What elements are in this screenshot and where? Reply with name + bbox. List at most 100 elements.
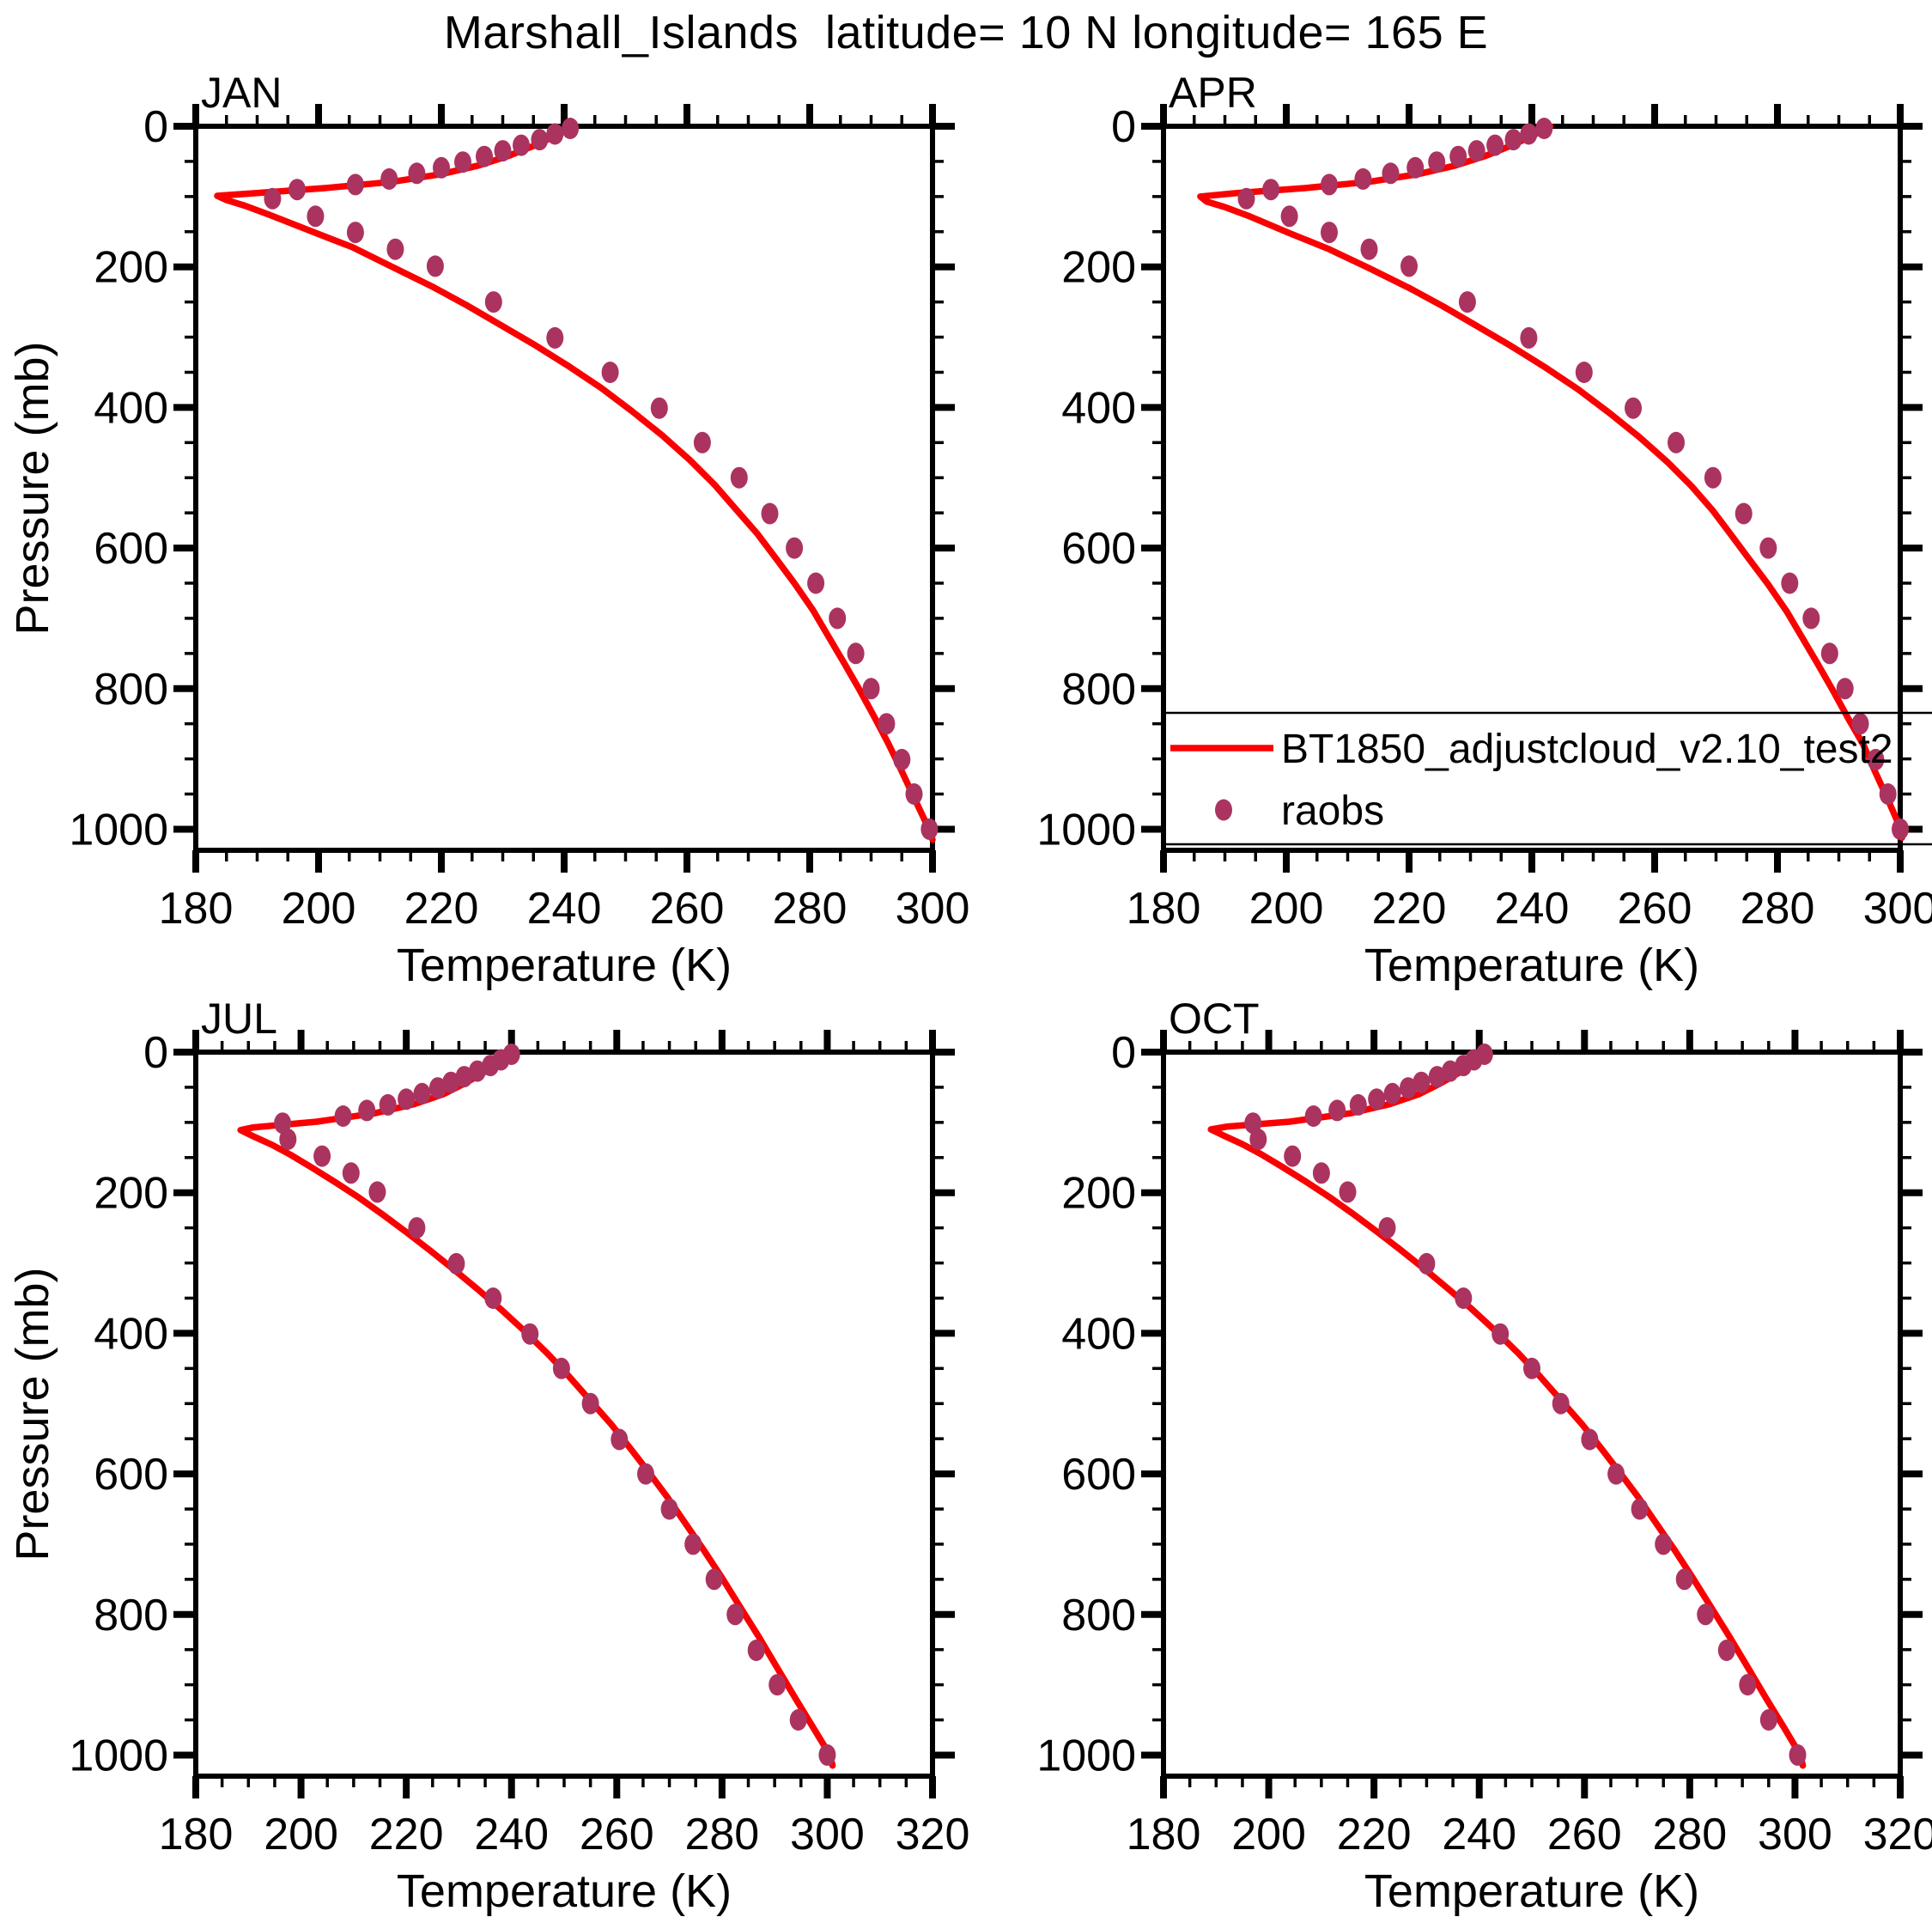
raobs-dot	[786, 537, 804, 559]
x-tick-label: 260	[1547, 1810, 1622, 1859]
raobs-dot	[358, 1099, 376, 1122]
y-tick-label: 800	[1061, 1591, 1136, 1640]
x-tick-label: 260	[1618, 884, 1692, 934]
raobs-dot	[1442, 1060, 1459, 1082]
raobs-dot	[476, 145, 493, 167]
raobs-dot	[862, 678, 880, 700]
x-tick-label: 180	[1127, 1810, 1201, 1859]
figure-title: Marshall_Islands latitude= 10 N longitud…	[443, 7, 1489, 58]
raobs-dot	[1697, 1604, 1715, 1626]
raobs-dot	[1504, 129, 1522, 151]
raobs-dot	[705, 1568, 723, 1591]
raobs-dot	[484, 1287, 502, 1309]
x-axis-jan: 180 200 220 240 260 280 300	[159, 104, 969, 934]
raobs-dot	[1467, 140, 1485, 162]
y-tick-label: 600	[94, 524, 168, 574]
raobs-dot	[307, 205, 325, 228]
raobs-dot	[484, 291, 502, 313]
raobs-dot	[1552, 1392, 1570, 1415]
x-tick-label: 200	[1249, 884, 1324, 934]
raobs-dot	[789, 1709, 807, 1731]
y-tick-label: 600	[1061, 524, 1136, 574]
raobs-dot	[1759, 537, 1777, 559]
raobs-dot	[1789, 1744, 1807, 1766]
raobs-dot	[1492, 1323, 1510, 1345]
raobs-dots-jan	[264, 118, 939, 840]
raobs-dot	[1360, 238, 1378, 260]
raobs-dot	[1892, 818, 1909, 840]
raobs-dot	[1304, 1105, 1322, 1127]
raobs-dot	[274, 1112, 292, 1135]
raobs-dot	[693, 431, 711, 453]
x-tick-label: 320	[896, 1810, 970, 1859]
raobs-dot	[521, 1323, 539, 1345]
raobs-dot	[1607, 1463, 1625, 1485]
raobs-dot	[552, 1357, 570, 1379]
raobs-dot	[769, 1674, 787, 1696]
y-tick-label: 0	[143, 102, 168, 152]
raobs-dot	[334, 1105, 352, 1127]
raobs-dot	[730, 466, 748, 489]
raobs-dot	[1675, 1568, 1693, 1591]
x-tick-label: 240	[474, 1810, 549, 1859]
raobs-dot	[1413, 1071, 1431, 1093]
raobs-dot	[1625, 397, 1642, 419]
legend-box	[1162, 711, 1932, 846]
y-tick-label: 200	[94, 1169, 168, 1219]
raobs-dot	[905, 783, 923, 805]
raobs-dot	[847, 642, 865, 665]
legend-dot-label: raobs	[1281, 788, 1384, 834]
y-tick-label: 600	[1061, 1450, 1136, 1500]
raobs-dot	[1631, 1498, 1649, 1520]
raobs-dot	[408, 1217, 426, 1239]
raobs-dot	[601, 362, 619, 383]
raobs-dot	[829, 607, 847, 630]
raobs-dot	[1349, 1093, 1367, 1116]
raobs-dot	[1449, 145, 1467, 167]
y-tick-label: 400	[94, 383, 168, 433]
panel-jul: 180 200 220 240 260 280 300 320 0 200 400 600 800 100…	[7, 995, 969, 1917]
raobs-dot	[1520, 326, 1538, 349]
raobs-dot	[1383, 1082, 1401, 1105]
raobs-dot	[1428, 151, 1446, 173]
raobs-dot	[1280, 205, 1298, 228]
raobs-dot	[428, 1077, 447, 1099]
y-tick-label: 0	[1111, 102, 1136, 152]
y-tick-label: 0	[143, 1028, 168, 1078]
raobs-dot	[747, 1640, 765, 1661]
raobs-dot	[1581, 1428, 1599, 1451]
raobs-dot	[807, 572, 825, 594]
raobs-dot	[289, 179, 306, 201]
raobs-dot	[513, 134, 530, 156]
raobs-dot	[1520, 123, 1538, 145]
raobs-dot	[1668, 431, 1685, 453]
raobs-dots-jul	[274, 1044, 836, 1766]
raobs-dot	[818, 1744, 836, 1766]
raobs-dot	[442, 1071, 460, 1093]
raobs-dot	[408, 162, 426, 185]
raobs-dot	[346, 173, 364, 196]
x-tick-label: 220	[404, 884, 479, 934]
raobs-dot	[893, 748, 911, 770]
raobs-dot	[379, 1093, 397, 1116]
raobs-dot	[1244, 1112, 1262, 1135]
raobs-dot	[562, 118, 580, 139]
raobs-dot	[346, 222, 364, 244]
raobs-dot	[1312, 1162, 1330, 1184]
raobs-dot	[1378, 1217, 1396, 1239]
raobs-dot	[650, 397, 668, 419]
y-tick-label: 400	[1061, 383, 1136, 433]
raobs-dot	[611, 1428, 629, 1451]
x-axis-title-oct: Temperature (K)	[1364, 1865, 1699, 1917]
y-tick-label: 800	[94, 665, 168, 715]
x-tick-label: 260	[580, 1810, 654, 1859]
raobs-dot	[660, 1498, 678, 1520]
raobs-dot	[264, 187, 282, 210]
panel-oct: 180 200 220 240 260 280 300 320 0 200 400 600 800 100…	[1036, 995, 1932, 1917]
raobs-dot	[447, 1252, 465, 1275]
raobs-dot	[1717, 1640, 1735, 1661]
raobs-dot	[1328, 1099, 1346, 1122]
x-tick-label: 240	[527, 884, 602, 934]
